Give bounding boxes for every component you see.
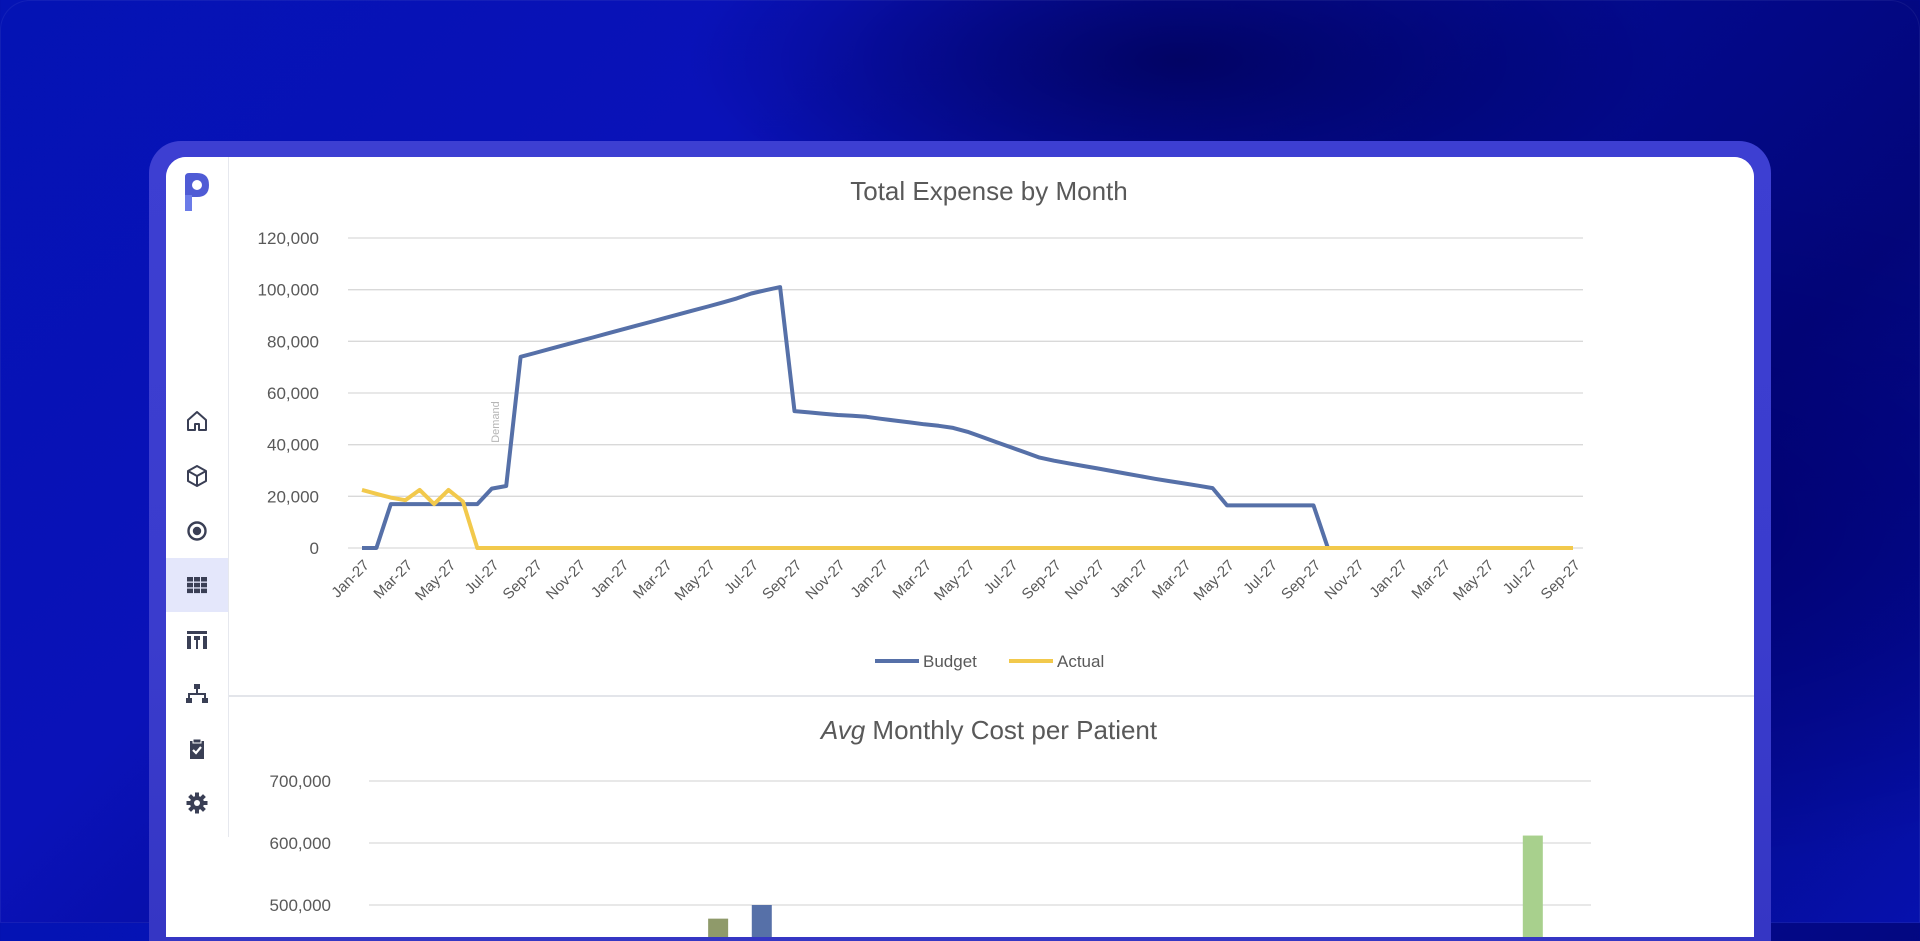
chart-legend: Budget Actual (875, 652, 1104, 671)
x-tick-label: May-27 (1450, 557, 1497, 604)
chart-title-emphasis: Avg (819, 715, 866, 745)
x-tick-label: Jul-27 (981, 557, 1022, 598)
avg-cost-chart-panel: Avg Monthly Cost per Patient 700,000 600,… (229, 697, 1754, 937)
legend-label-budget: Budget (923, 652, 977, 671)
x-tick-label: Jul-27 (721, 557, 762, 598)
x-tick-label: Sep-27 (1019, 557, 1065, 603)
x-tick-label: Sep-27 (759, 557, 805, 603)
avg-cost-chart: Avg Monthly Cost per Patient 700,000 600,… (270, 715, 1591, 937)
x-tick-label: Jan-27 (588, 557, 632, 601)
grid-icon (187, 577, 207, 594)
x-tick-label: Nov-27 (802, 557, 848, 603)
chart-annotation: Demand (490, 401, 502, 443)
x-tick-label: Mar-27 (1408, 557, 1454, 603)
total-expense-chart: Total Expense by Month 120,000 100,000 80,… (258, 176, 1584, 671)
x-tick-label: Sep-27 (1538, 557, 1584, 603)
y-tick-label: 0 (310, 539, 319, 558)
y-tick-label: 60,000 (267, 384, 319, 403)
chart-title: Avg Monthly Cost per Patient (819, 715, 1158, 745)
nav-inventory[interactable] (166, 449, 228, 503)
x-tick-label: May-27 (1190, 557, 1237, 604)
x-tick-label: Sep-27 (1278, 557, 1324, 603)
gear-icon (186, 792, 208, 814)
x-tick-label: Mar-27 (889, 557, 935, 603)
chart-title: Total Expense by Month (850, 176, 1128, 206)
hierarchy-icon (186, 684, 208, 703)
y-tick-label: 80,000 (267, 332, 319, 351)
home-icon (187, 411, 207, 431)
y-tick-label: 700,000 (270, 772, 331, 791)
y-tick-label: 500,000 (270, 896, 331, 915)
x-tick-label: May-27 (931, 557, 978, 604)
y-tick-label: 100,000 (258, 281, 319, 300)
x-tick-label: Nov-27 (1321, 557, 1367, 603)
legend-label-actual: Actual (1057, 652, 1104, 671)
x-tick-label: Jul-27 (1240, 557, 1281, 598)
bar (751, 905, 772, 937)
dashboard-content: Total Expense by Month 120,000 100,000 80,… (229, 157, 1754, 937)
app-window: Total Expense by Month 120,000 100,000 80,… (166, 157, 1754, 937)
clipboard-check-icon (190, 738, 204, 759)
y-tick-label: 600,000 (270, 834, 331, 853)
columns-icon (187, 631, 207, 649)
chart-title-rest: Monthly Cost per Patient (865, 715, 1158, 745)
x-tick-label: Sep-27 (500, 557, 546, 603)
x-tick-label: Jul-27 (462, 557, 503, 598)
bar (1522, 835, 1543, 937)
x-tick-label: Mar-27 (630, 557, 676, 603)
x-tick-label: Nov-27 (1062, 557, 1108, 603)
nav-reports[interactable] (166, 613, 228, 667)
nav-home[interactable] (166, 394, 228, 448)
y-tick-label: 40,000 (267, 436, 319, 455)
total-expense-chart-panel: Total Expense by Month 120,000 100,000 80,… (229, 157, 1754, 695)
x-tick-label: May-27 (671, 557, 718, 604)
nav-goals[interactable] (166, 504, 228, 558)
series-line-budget (362, 285, 1573, 550)
target-icon (187, 521, 207, 541)
x-tick-label: Mar-27 (370, 557, 416, 603)
x-tick-label: Jan-27 (1107, 557, 1151, 601)
x-tick-label: Jul-27 (1500, 557, 1541, 598)
x-tick-label: Nov-27 (543, 557, 589, 603)
y-tick-label: 120,000 (258, 229, 319, 248)
nav-settings[interactable] (166, 776, 228, 830)
nav-tasks[interactable] (166, 722, 228, 776)
x-tick-label: Jan-27 (328, 557, 372, 601)
x-tick-label: May-27 (412, 557, 459, 604)
sidebar (166, 157, 229, 837)
nav-dashboard[interactable] (166, 558, 228, 612)
x-tick-label: Jan-27 (847, 557, 891, 601)
x-tick-label: Mar-27 (1149, 557, 1195, 603)
p-logo-icon[interactable] (181, 171, 213, 215)
x-tick-label: Jan-27 (1366, 557, 1410, 601)
cube-icon (187, 465, 207, 487)
bar (708, 918, 729, 937)
nav-workflow[interactable] (166, 667, 228, 721)
panel-divider (229, 695, 1754, 697)
series-line-actual (361, 487, 1573, 550)
y-tick-label: 20,000 (267, 487, 319, 506)
